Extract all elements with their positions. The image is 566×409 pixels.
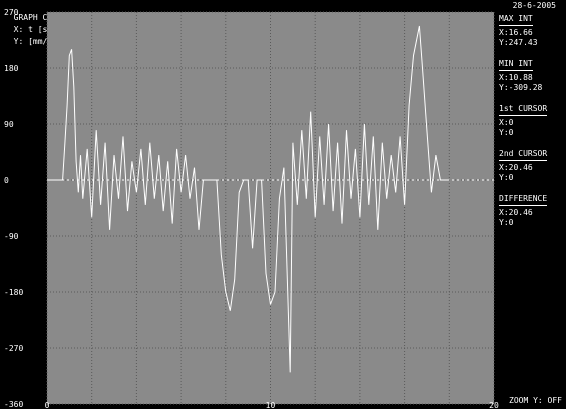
y-tick-label: -90	[4, 232, 19, 241]
max-int-title: MAX INT	[499, 14, 533, 26]
max-int-x: X:16.66	[499, 28, 533, 37]
x-tick-label: 20	[489, 401, 499, 409]
y-tick-label: -180	[4, 288, 23, 297]
zoom-status[interactable]: ZOOM Y: OFF	[509, 396, 562, 405]
cursor1-x: X:0	[499, 118, 514, 127]
difference-y: Y:0	[499, 218, 514, 227]
cursor1-block: 1st CURSOR X:0 Y:0	[499, 104, 563, 138]
difference-x: X:20.46	[499, 208, 533, 217]
difference-title: DIFFERENCE	[499, 194, 548, 206]
max-int-y: Y:247.43	[499, 38, 538, 47]
info-panel: MAX INT X:16.66 Y:247.43 MIN INT X:10.88…	[499, 14, 563, 239]
y-tick-label: 270	[4, 8, 19, 17]
max-int-block: MAX INT X:16.66 Y:247.43	[499, 14, 563, 48]
y-tick-label: -360	[4, 400, 23, 409]
x-axis-label: X: t [s]	[13, 25, 53, 34]
x-tick-label: 0	[45, 401, 50, 409]
y-tick-label: 180	[4, 64, 19, 73]
series-line	[47, 25, 450, 373]
y-tick-label: -270	[4, 344, 23, 353]
y-ticks: 270 180 90 0 -90 -180 -270 -360	[4, 8, 23, 409]
cursor2-block: 2nd CURSOR X:20.46 Y:0	[499, 149, 563, 183]
min-int-block: MIN INT X:10.88 Y:-309.28	[499, 59, 563, 93]
difference-block: DIFFERENCE X:20.46 Y:0	[499, 194, 563, 228]
x-tick-label: 10	[266, 401, 276, 409]
min-int-x: X:10.88	[499, 73, 533, 82]
x-ticks: 0 10 20	[45, 401, 499, 409]
y-tick-label: 90	[4, 120, 14, 129]
date-label: 28-6-2005	[512, 1, 556, 10]
min-int-title: MIN INT	[499, 59, 533, 71]
cursor1-title: 1st CURSOR	[499, 104, 548, 116]
y-tick-label: 0	[4, 176, 9, 185]
cursor2-title: 2nd CURSOR	[499, 149, 548, 161]
cursor1-y: Y:0	[499, 128, 514, 137]
min-int-y: Y:-309.28	[499, 83, 543, 92]
cursor2-x: X:20.46	[499, 163, 533, 172]
graph-label: GRAPH C	[13, 13, 48, 22]
cursor2-y: Y:0	[499, 173, 514, 182]
